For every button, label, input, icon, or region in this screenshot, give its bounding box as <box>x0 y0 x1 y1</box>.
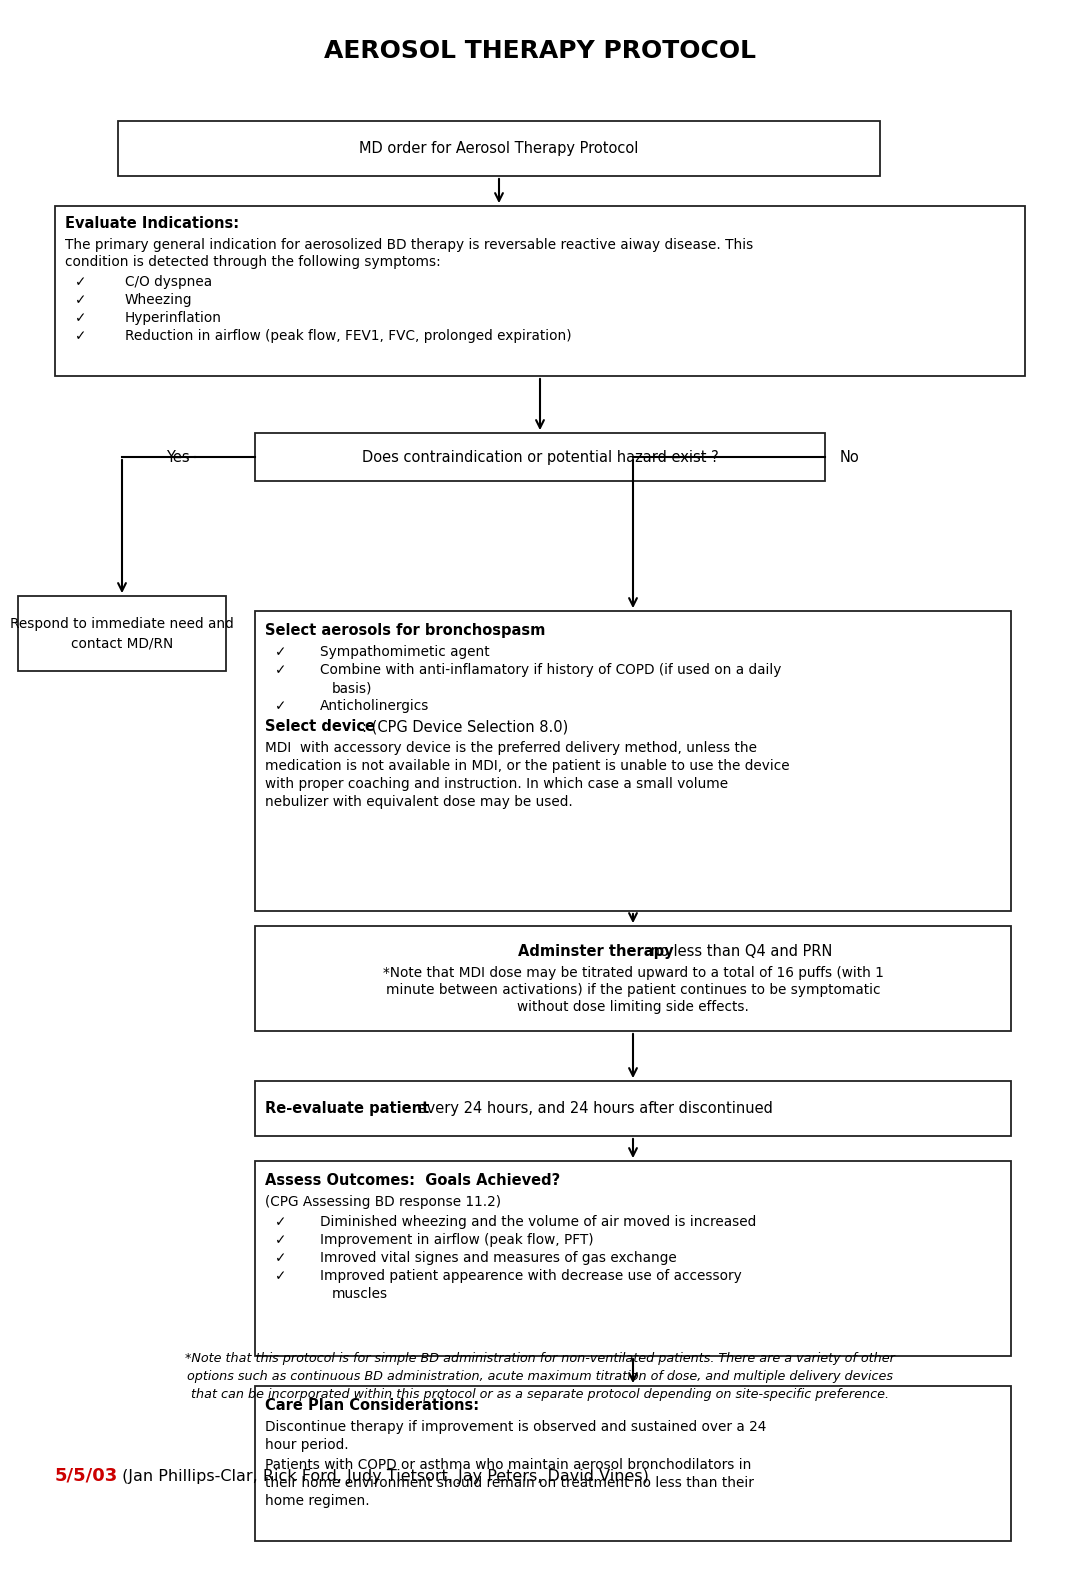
Text: Adminster therapy: Adminster therapy <box>518 944 674 958</box>
Text: AEROSOL THERAPY PROTOCOL: AEROSOL THERAPY PROTOCOL <box>324 39 756 63</box>
Text: Yes: Yes <box>166 449 190 465</box>
Text: Respond to immediate need and: Respond to immediate need and <box>10 616 234 630</box>
Text: nebulizer with equivalent dose may be used.: nebulizer with equivalent dose may be us… <box>265 795 572 809</box>
Text: ✓: ✓ <box>275 1251 286 1265</box>
Text: ✓: ✓ <box>275 1214 286 1229</box>
Text: hour period.: hour period. <box>265 1437 349 1452</box>
Text: home regimen.: home regimen. <box>265 1494 369 1508</box>
Text: Assess Outcomes:  Goals Achieved?: Assess Outcomes: Goals Achieved? <box>265 1174 561 1188</box>
Text: Care Plan Considerations:: Care Plan Considerations: <box>265 1398 480 1412</box>
Text: Diminished wheezing and the volume of air moved is increased: Diminished wheezing and the volume of ai… <box>320 1214 756 1229</box>
Bar <box>18 595 226 671</box>
Text: Sympathomimetic agent: Sympathomimetic agent <box>320 646 489 658</box>
Text: ✓: ✓ <box>75 294 86 306</box>
Text: ✓: ✓ <box>275 1233 286 1247</box>
Text: Imroved vital signes and measures of gas exchange: Imroved vital signes and measures of gas… <box>320 1251 677 1265</box>
Text: condition is detected through the following symptoms:: condition is detected through the follow… <box>65 255 441 269</box>
Text: Select aerosols for bronchospasm: Select aerosols for bronchospasm <box>265 624 545 638</box>
Text: Re-evaluate patient: Re-evaluate patient <box>265 1101 429 1115</box>
Text: ✓: ✓ <box>275 663 286 677</box>
Text: ✓: ✓ <box>75 328 86 342</box>
Text: *Note that this protocol is for simple BD administration for non-ventilated pati: *Note that this protocol is for simple B… <box>185 1353 895 1401</box>
Text: Improved patient appearence with decrease use of accessory: Improved patient appearence with decreas… <box>320 1269 742 1284</box>
Bar <box>255 1161 1011 1356</box>
Text: with proper coaching and instruction. In which case a small volume: with proper coaching and instruction. In… <box>265 778 728 792</box>
Text: :: : <box>495 624 500 638</box>
Text: *Note that MDI dose may be titrated upward to a total of 16 puffs (with 1: *Note that MDI dose may be titrated upwa… <box>382 966 883 980</box>
Bar <box>255 925 1011 1031</box>
Text: every 24 hours, and 24 hours after discontinued: every 24 hours, and 24 hours after disco… <box>413 1101 773 1115</box>
Bar <box>255 611 1011 911</box>
Bar <box>255 1081 1011 1136</box>
Text: (Jan Phillips-Clar, Rick Ford, Judy Tietsort, Jay Peters, David Vines): (Jan Phillips-Clar, Rick Ford, Judy Tiet… <box>117 1469 649 1483</box>
Text: Patients with COPD or asthma who maintain aerosol bronchodilators in: Patients with COPD or asthma who maintai… <box>265 1458 752 1472</box>
Bar <box>118 121 880 176</box>
Text: medication is not available in MDI, or the patient is unable to use the device: medication is not available in MDI, or t… <box>265 759 789 773</box>
Text: : (CPG Device Selection 8.0): : (CPG Device Selection 8.0) <box>362 720 568 734</box>
Text: Anticholinergics: Anticholinergics <box>320 699 430 713</box>
Text: (CPG Assessing BD response 11.2): (CPG Assessing BD response 11.2) <box>265 1196 501 1210</box>
Text: Evaluate Indications:: Evaluate Indications: <box>65 215 239 231</box>
Text: Reduction in airflow (peak flow, FEV1, FVC, prolonged expiration): Reduction in airflow (peak flow, FEV1, F… <box>125 328 571 342</box>
Text: ✓: ✓ <box>75 275 86 289</box>
Text: The primary general indication for aerosolized BD therapy is reversable reactive: The primary general indication for aeros… <box>65 237 753 251</box>
Text: C/O dyspnea: C/O dyspnea <box>125 275 212 289</box>
Bar <box>255 434 825 481</box>
Text: Select device: Select device <box>265 720 375 734</box>
Text: minute between activations) if the patient continues to be symptomatic: minute between activations) if the patie… <box>386 983 880 998</box>
Text: Combine with anti-inflamatory if history of COPD (if used on a daily: Combine with anti-inflamatory if history… <box>320 663 781 677</box>
Text: MD order for Aerosol Therapy Protocol: MD order for Aerosol Therapy Protocol <box>360 141 638 156</box>
Text: without dose limiting side effects.: without dose limiting side effects. <box>517 1001 748 1013</box>
Text: Does contraindication or potential hazard exist ?: Does contraindication or potential hazar… <box>362 449 718 465</box>
Text: no less than Q4 and PRN: no less than Q4 and PRN <box>646 944 833 958</box>
Text: muscles: muscles <box>332 1287 388 1301</box>
Text: Improvement in airflow (peak flow, PFT): Improvement in airflow (peak flow, PFT) <box>320 1233 594 1247</box>
Bar <box>55 206 1025 375</box>
Text: Wheezing: Wheezing <box>125 294 192 306</box>
Text: Discontinue therapy if improvement is observed and sustained over a 24: Discontinue therapy if improvement is ob… <box>265 1420 767 1434</box>
Text: basis): basis) <box>332 680 373 694</box>
Text: Hyperinflation: Hyperinflation <box>125 311 222 325</box>
Text: MDI  with accessory device is the preferred delivery method, unless the: MDI with accessory device is the preferr… <box>265 742 757 756</box>
Bar <box>255 1386 1011 1541</box>
Text: 5/5/03: 5/5/03 <box>55 1467 118 1485</box>
Text: ✓: ✓ <box>275 1269 286 1284</box>
Text: ✓: ✓ <box>275 699 286 713</box>
Text: ✓: ✓ <box>275 646 286 658</box>
Text: their home environment should remain on treatment no less than their: their home environment should remain on … <box>265 1477 754 1489</box>
Text: contact MD/RN: contact MD/RN <box>71 636 173 650</box>
Text: ✓: ✓ <box>75 311 86 325</box>
Text: No: No <box>840 449 860 465</box>
